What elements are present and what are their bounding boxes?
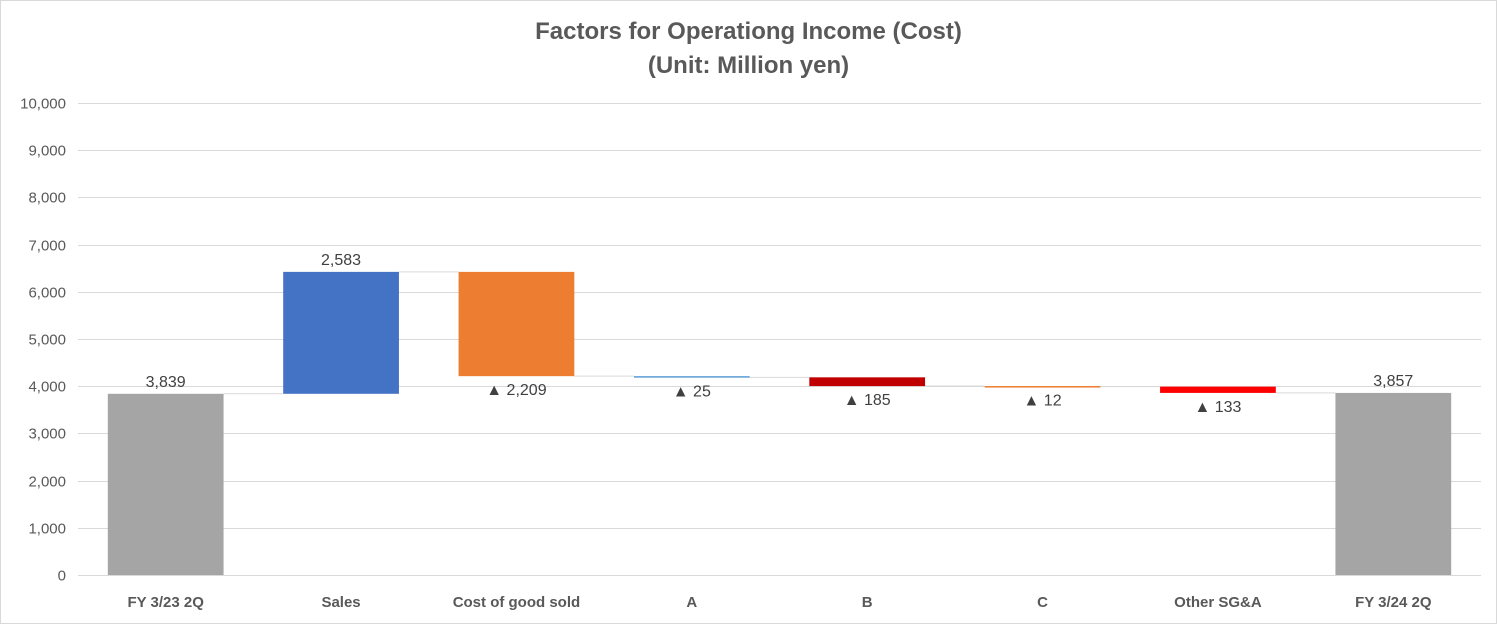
data-label: ▲ 25 [673,383,711,400]
chart-title-line1: Factors for Operationg Income (Cost) [535,18,962,45]
bars [107,271,1452,575]
x-tick-label: FY 3/23 2Q [127,594,204,611]
y-tick-label: 9,000 [28,143,66,160]
data-labels: 3,839 2,583 ▲ 2,209 ▲ 25 ▲ 185 ▲ 12 ▲ 133 3,857 [146,252,1414,416]
y-tick-label: 5,000 [28,332,66,349]
x-tick-label: Sales [321,594,360,611]
bar-sales [283,271,399,394]
bar-a [633,376,750,378]
bar-fy-3-24-2q [1335,392,1452,575]
x-tick-label: Cost of good sold [453,594,580,611]
y-tick-label: 6,000 [28,285,66,302]
y-tick-label: 10,000 [20,96,66,113]
x-tick-label: B [862,594,873,611]
bar-cost-of-good-sold [458,271,575,377]
chart-title: Factors for Operationg Income (Cost) (Un… [1,15,1496,83]
x-tick-label: C [1037,594,1048,611]
x-tick-label: Other SG&A [1174,594,1262,611]
bar-fy-3-23-2q [107,393,224,575]
y-tick-label: 7,000 [28,238,66,255]
y-tick-label: 3,000 [28,426,66,443]
y-tick-label: 2,000 [28,474,66,491]
connector-lines [223,271,1336,395]
y-tick-label: 0 [58,568,66,585]
bar-other-sg-a [1160,386,1276,393]
y-tick-label: 4,000 [28,379,66,396]
chart-title-line2: (Unit: Million yen) [647,52,850,79]
data-label: 3,839 [146,374,186,391]
bar-b [809,377,926,387]
data-label: 2,583 [321,252,361,269]
x-tick-label: FY 3/24 2Q [1355,594,1432,611]
y-axis: 0 1,000 2,000 3,000 4,000 5,000 6,000 7,000 8,00… [20,96,66,585]
data-label: ▲ 2,209 [486,382,546,399]
x-tick-label: A [686,594,697,611]
y-tick-label: 8,000 [28,190,66,207]
y-tick-label: 1,000 [28,521,66,538]
x-axis: FY 3/23 2Q Sales Cost of good sold A B C Other… [127,594,1431,611]
bar-c [984,386,1101,388]
data-label: 3,857 [1373,373,1413,390]
data-label: ▲ 12 [1024,393,1062,410]
data-label: ▲ 133 [1194,399,1241,416]
data-label: ▲ 185 [844,392,891,409]
